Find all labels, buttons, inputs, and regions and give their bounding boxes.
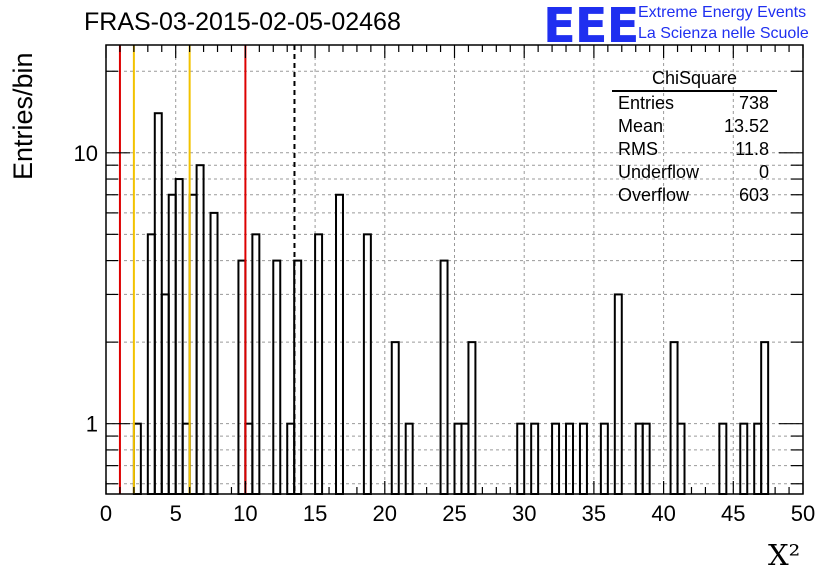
x-tick-label: 50 xyxy=(791,501,815,526)
histogram-bar xyxy=(237,259,247,495)
stats-row-mean: Mean 13.52 xyxy=(612,115,777,138)
stats-row-underflow: Underflow 0 xyxy=(612,161,777,184)
x-tick-label: 35 xyxy=(582,501,606,526)
histogram-bar xyxy=(293,259,303,495)
stats-label: Underflow xyxy=(618,162,700,182)
stats-value: 13.52 xyxy=(723,116,769,136)
histogram-bar xyxy=(669,341,679,496)
histogram-bar xyxy=(390,341,400,496)
histogram-bar xyxy=(167,193,177,495)
histogram-bar xyxy=(195,164,205,495)
logo-line-1: Extreme Energy Events xyxy=(638,4,807,21)
stats-label: Entries xyxy=(618,93,675,113)
logo-line-2: La Scienza nelle Scuole xyxy=(638,25,809,42)
histogram-bar xyxy=(146,233,156,495)
histogram-bar xyxy=(613,293,623,495)
histogram-bar xyxy=(188,193,198,495)
stats-value: 0 xyxy=(758,162,769,182)
stats-box: ChiSquare Entries 738 Mean 13.52 RMS 11.… xyxy=(612,66,777,207)
histogram-bar xyxy=(209,211,219,495)
histogram-bar xyxy=(251,233,261,495)
x-tick-label: 25 xyxy=(442,501,466,526)
stats-value: 603 xyxy=(738,185,769,205)
x-tick-label: 20 xyxy=(373,501,397,526)
stats-label: Mean xyxy=(618,116,664,136)
x-tick-label: 15 xyxy=(303,501,327,526)
stats-label: Overflow xyxy=(618,185,690,205)
x-tick-label: 40 xyxy=(651,501,675,526)
stats-row-overflow: Overflow 603 xyxy=(612,184,777,207)
histogram-bar xyxy=(439,259,449,495)
x-tick-label: 45 xyxy=(721,501,745,526)
stats-title: ChiSquare xyxy=(612,66,777,92)
x-axis-label: X² xyxy=(768,538,801,572)
histogram-bar xyxy=(335,193,344,495)
histogram-bar xyxy=(760,341,770,496)
x-tick-label: 5 xyxy=(170,501,182,526)
stats-label: RMS xyxy=(618,139,658,159)
y-tick-label: 10 xyxy=(74,141,98,166)
stats-value: 11.8 xyxy=(735,139,769,159)
y-axis-label: Entries/bin xyxy=(8,52,38,180)
stats-row-entries: Entries 738 xyxy=(612,92,777,115)
plot-title: FRAS-03-2015-02-05-02468 xyxy=(84,8,401,36)
histogram-bar xyxy=(467,341,477,496)
histogram-bar xyxy=(272,259,282,495)
eee-logo: EEE xyxy=(543,0,639,54)
stats-row-rms: RMS 11.8 xyxy=(612,138,777,161)
stats-value: 738 xyxy=(738,93,769,113)
histogram-bar xyxy=(362,233,372,495)
x-tick-label: 10 xyxy=(233,501,257,526)
histogram-bar xyxy=(160,293,170,495)
histogram-bar xyxy=(314,233,324,495)
x-tick-label: 30 xyxy=(512,501,536,526)
y-tick-label: 1 xyxy=(86,412,98,437)
x-tick-label: 0 xyxy=(100,501,112,526)
histogram-bar xyxy=(174,178,184,495)
histogram-bar xyxy=(153,112,163,495)
